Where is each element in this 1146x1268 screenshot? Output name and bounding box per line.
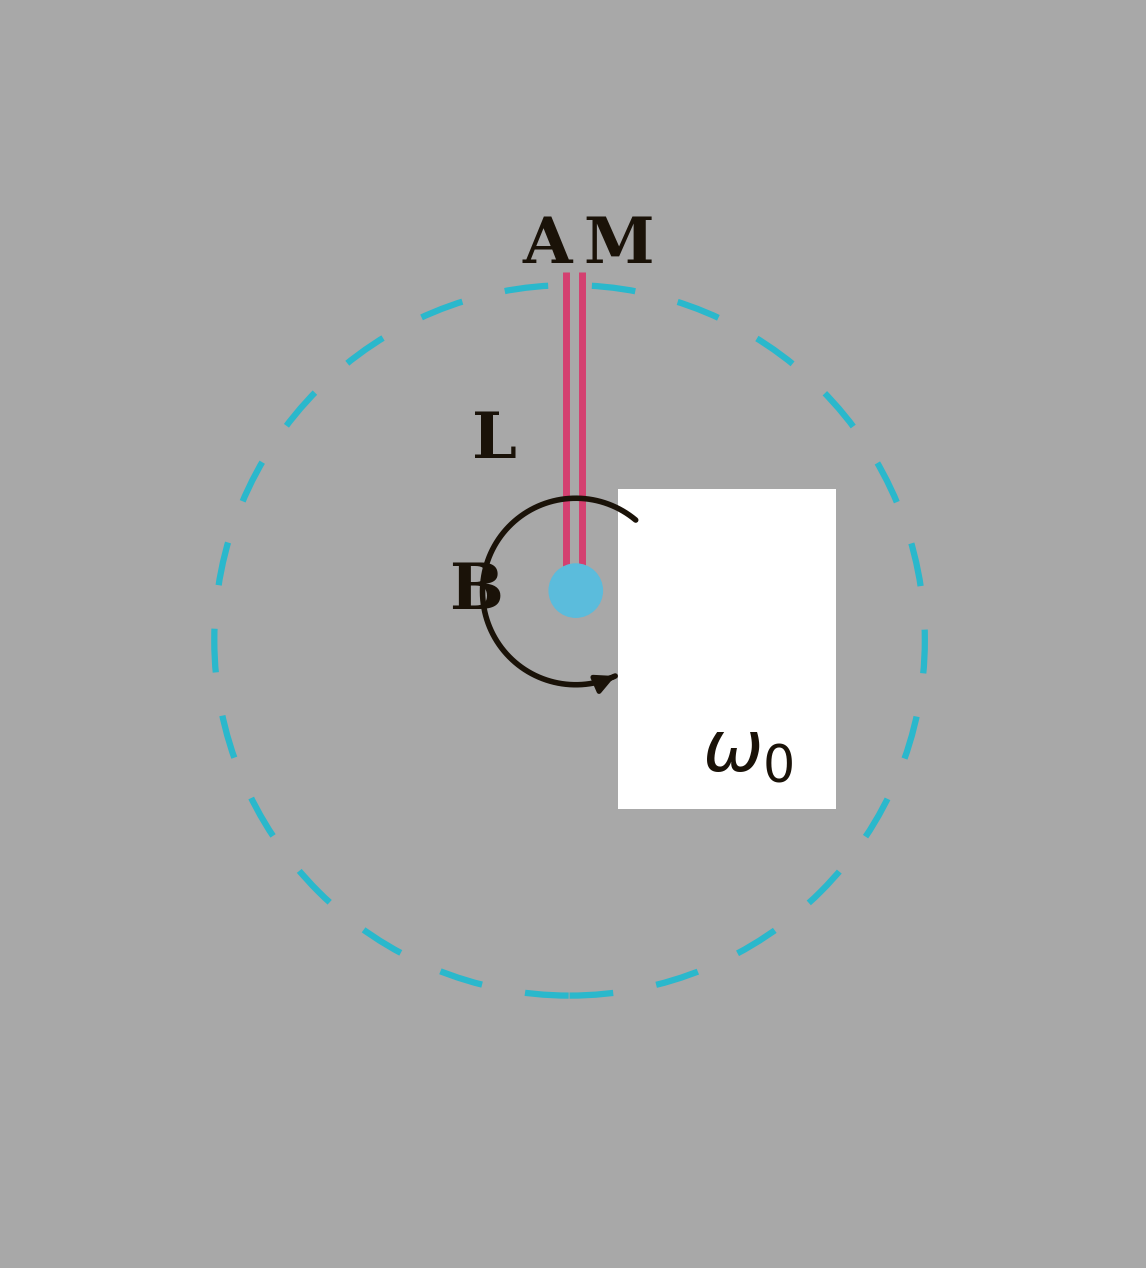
Text: B: B xyxy=(449,560,503,623)
Text: L: L xyxy=(472,410,517,470)
Text: M: M xyxy=(583,214,653,275)
Text: $\omega_0$: $\omega_0$ xyxy=(701,716,793,787)
Text: A: A xyxy=(523,214,572,275)
Bar xyxy=(619,489,837,809)
Circle shape xyxy=(549,564,603,618)
